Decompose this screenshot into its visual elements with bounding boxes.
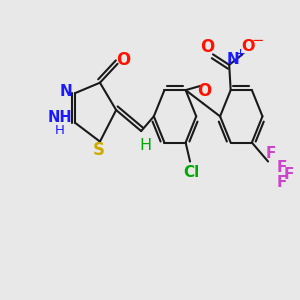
Text: O: O bbox=[197, 82, 212, 100]
Text: F: F bbox=[276, 175, 286, 190]
Text: N: N bbox=[60, 84, 73, 99]
Text: −: − bbox=[252, 33, 264, 48]
Text: F: F bbox=[276, 160, 286, 175]
Text: N: N bbox=[226, 52, 239, 67]
Text: NH: NH bbox=[47, 110, 72, 125]
Text: H: H bbox=[140, 138, 152, 153]
Text: O: O bbox=[200, 38, 214, 56]
Text: H: H bbox=[55, 124, 64, 137]
Text: S: S bbox=[92, 141, 104, 159]
Text: O: O bbox=[241, 39, 254, 54]
Text: F: F bbox=[265, 146, 276, 161]
Text: O: O bbox=[116, 51, 130, 69]
Text: +: + bbox=[235, 46, 246, 60]
Text: Cl: Cl bbox=[183, 164, 200, 179]
Text: F: F bbox=[284, 167, 294, 182]
